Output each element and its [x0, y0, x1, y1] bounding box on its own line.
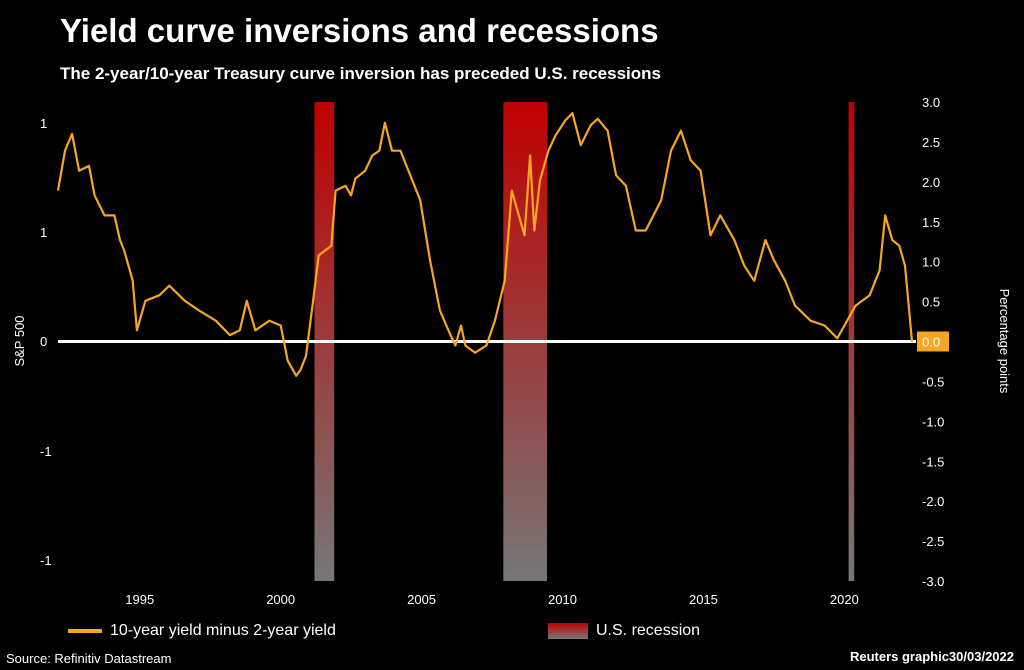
right-tick-label: 0.0: [922, 335, 940, 350]
x-tick-label: 2005: [407, 592, 436, 607]
legend-label: 10-year yield minus 2-year yield: [110, 622, 336, 639]
legend-item-yield-spread: 10-year yield minus 2-year yield: [68, 622, 336, 640]
x-tick-label: 2010: [548, 592, 577, 607]
left-tick-label: -1: [40, 553, 52, 568]
right-tick-label: -3.0: [922, 574, 944, 589]
right-tick-label: -1.5: [922, 454, 944, 469]
legend-label: U.S. recession: [596, 622, 701, 639]
right-tick-label: -2.0: [922, 494, 944, 509]
chart-title: Yield curve inversions and recessions: [60, 12, 659, 49]
right-tick-label: 1.5: [922, 215, 940, 230]
left-tick-label: 0: [40, 334, 47, 349]
right-tick-label: 2.0: [922, 175, 940, 190]
right-tick-label: -1.0: [922, 414, 944, 429]
x-tick-label: 2020: [830, 592, 859, 607]
last-value-badge: [917, 331, 949, 352]
x-tick-label: 2015: [689, 592, 718, 607]
left-tick-label: 1: [40, 116, 47, 131]
right-tick-label: 2.5: [922, 135, 940, 150]
right-tick-label: -2.5: [922, 534, 944, 549]
credit-note: Reuters graphic30/03/2022: [849, 649, 1014, 664]
chart-subtitle: The 2-year/10-year Treasury curve invers…: [60, 64, 661, 83]
left-axis-title: S&P 500: [12, 315, 27, 366]
right-tick-label: 0.5: [922, 295, 940, 310]
right-tick-label: 1.0: [922, 255, 940, 270]
legend-area-swatch: [548, 623, 588, 639]
yield-spread-line: [56, 112, 914, 377]
right-tick-label: -0.5: [922, 374, 944, 389]
left-tick-label: -1: [40, 444, 52, 459]
x-tick-label: 1995: [125, 592, 154, 607]
right-axis-title: Percentage points: [997, 289, 1012, 394]
x-tick-label: 2000: [266, 592, 295, 607]
legend-line-swatch: [68, 629, 102, 633]
left-tick-label: 1: [40, 225, 47, 240]
source-note: Source: Refinitiv Datastream: [6, 651, 172, 666]
legend-item-recession: U.S. recession: [548, 622, 700, 640]
right-tick-label: 3.0: [922, 95, 940, 110]
